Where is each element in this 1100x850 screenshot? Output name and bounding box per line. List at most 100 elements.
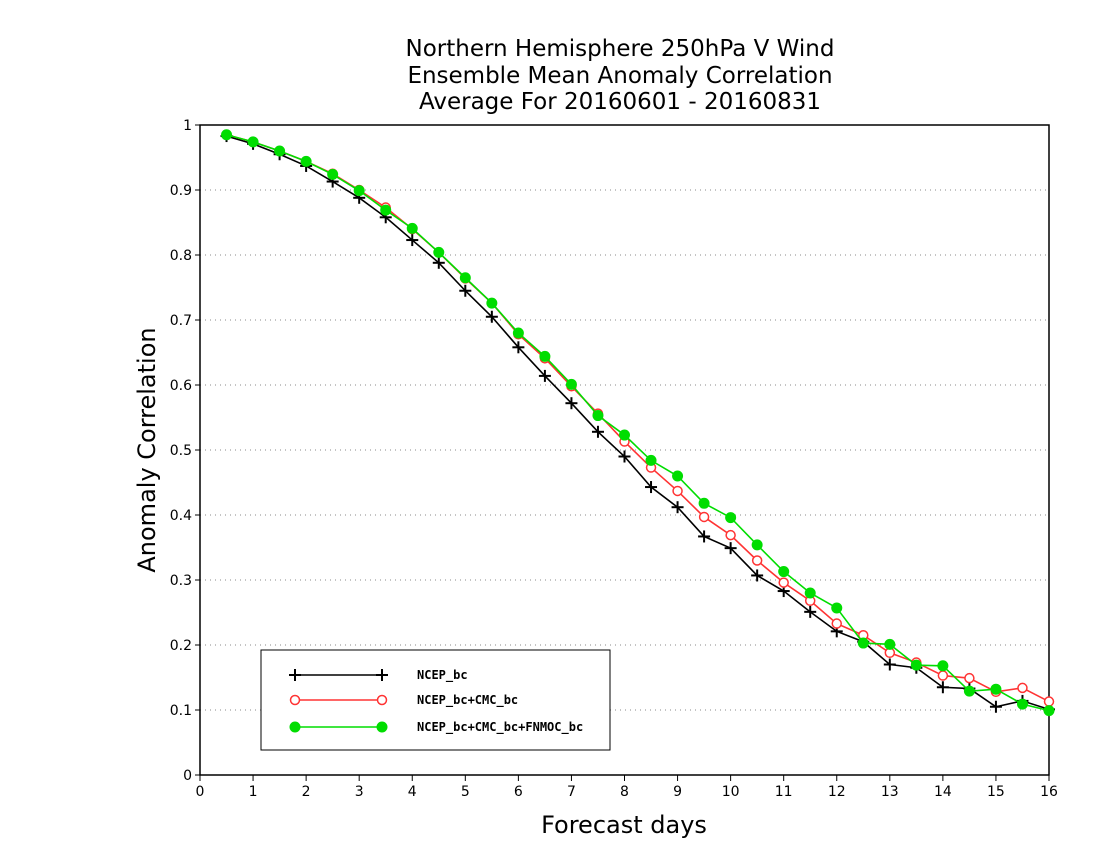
x-axis-label: Forecast days — [541, 811, 707, 839]
legend-label-0: NCEP_bc — [417, 668, 468, 683]
y-tick-label-1: 0.1 — [170, 703, 192, 719]
series-2-point-0 — [221, 129, 233, 141]
x-tick-label-8: 8 — [620, 784, 629, 800]
series-1-point-20 — [751, 555, 763, 566]
series-1 — [221, 129, 1055, 707]
series-2-point-6 — [380, 204, 392, 216]
series-0-point-15 — [618, 450, 631, 463]
legend-marker-left-0 — [289, 669, 301, 681]
legend-marker-left-1 — [289, 694, 301, 706]
x-tick-label-12: 12 — [828, 784, 846, 800]
y-tick-label-2: 0.2 — [170, 638, 192, 654]
series-2-point-17 — [672, 470, 684, 482]
y-tick-label-10: 1 — [183, 118, 192, 134]
series-0-point-22 — [804, 605, 817, 618]
y-tick-label-0: 0 — [183, 768, 192, 784]
series-0 — [220, 130, 1055, 716]
series-0-point-16 — [645, 481, 658, 494]
series-2-point-9 — [459, 272, 471, 284]
series-0-point-11 — [512, 341, 525, 354]
series-2-point-27 — [937, 660, 949, 672]
series-0-point-20 — [751, 569, 764, 582]
series-2-point-30 — [1016, 698, 1028, 710]
y-tick-label-3: 0.3 — [170, 573, 192, 589]
x-tick-label-2: 2 — [302, 784, 311, 800]
y-tick-label-5: 0.5 — [170, 443, 192, 459]
x-tick-label-3: 3 — [355, 784, 364, 800]
legend-marker-left-2 — [289, 721, 301, 733]
series-2-point-23 — [831, 602, 843, 614]
series-0-point-8 — [432, 256, 445, 269]
y-tick-label-4: 0.4 — [170, 508, 192, 524]
x-tick-label-10: 10 — [722, 784, 740, 800]
series-line-0 — [226, 135, 1050, 711]
x-tick-label-14: 14 — [934, 784, 952, 800]
series-2-point-20 — [751, 539, 763, 551]
series-2-point-1 — [247, 136, 259, 148]
series-0-point-19 — [724, 542, 737, 555]
series-2-point-10 — [486, 297, 498, 309]
series-2-point-22 — [804, 587, 816, 599]
legend: NCEP_bc NCEP_bc+CMC_bc NCEP_bc+CMC_bc+FNMO… — [260, 649, 611, 751]
x-tick-label-16: 16 — [1040, 784, 1058, 800]
series-2-point-16 — [645, 454, 657, 466]
series-layer — [220, 129, 1055, 717]
series-1-point-21 — [778, 577, 789, 588]
series-2-point-21 — [778, 566, 790, 578]
grid-lines — [200, 189, 1049, 711]
series-2-point-14 — [592, 410, 604, 422]
series-0-point-18 — [698, 530, 711, 543]
legend-marker-right-0 — [376, 669, 388, 681]
series-1-point-27 — [937, 670, 949, 681]
series-2 — [221, 129, 1055, 717]
y-tick-label-6: 0.6 — [170, 378, 192, 394]
series-2-point-2 — [274, 145, 286, 157]
x-tick-label-5: 5 — [461, 784, 470, 800]
legend-marker-right-1 — [376, 694, 388, 706]
series-1-point-17 — [672, 485, 683, 497]
chart-title-line-3: Average For 20160601 - 20160831 — [418, 89, 822, 115]
series-2-point-3 — [300, 155, 312, 167]
series-2-point-31 — [1043, 705, 1055, 717]
series-2-point-8 — [433, 246, 445, 258]
series-0-point-9 — [459, 284, 472, 297]
legend-label-1: NCEP_bc+CMC_bc — [417, 693, 518, 708]
series-2-point-7 — [406, 222, 418, 234]
series-0-point-13 — [565, 397, 578, 410]
series-2-point-26 — [910, 659, 922, 671]
x-tick-label-11: 11 — [775, 784, 793, 800]
series-2-point-25 — [884, 638, 896, 650]
y-tick-label-8: 0.8 — [170, 248, 192, 264]
y-axis-label: Anomaly Correlation — [133, 327, 161, 572]
series-2-point-13 — [565, 378, 577, 390]
series-2-point-5 — [353, 185, 365, 197]
series-line-2 — [226, 133, 1050, 712]
x-axis: 0 1 2 3 4 5 6 7 8 9 10 11 12 13 14 15 16 — [196, 775, 1058, 800]
series-2-point-4 — [327, 168, 339, 180]
series-0-point-10 — [485, 310, 498, 323]
chart-title-line-1: Northern Hemisphere 250hPa V Wind — [405, 36, 835, 62]
x-tick-label-7: 7 — [567, 784, 576, 800]
series-line-1 — [226, 133, 1050, 703]
series-1-point-31 — [1043, 696, 1055, 707]
legend-label-2: NCEP_bc+CMC_bc+FNMOC_bc — [417, 720, 583, 735]
series-0-point-17 — [671, 501, 684, 514]
x-tick-label-0: 0 — [196, 784, 205, 800]
legend-marker-right-2 — [376, 721, 388, 733]
series-0-point-14 — [591, 425, 604, 438]
series-1-point-28 — [964, 672, 975, 684]
x-tick-label-1: 1 — [249, 784, 258, 800]
series-0-point-25 — [883, 658, 896, 671]
x-tick-label-9: 9 — [673, 784, 682, 800]
series-1-point-23 — [831, 618, 842, 629]
series-2-point-28 — [963, 685, 975, 697]
series-2-point-19 — [725, 512, 737, 524]
series-0-point-12 — [538, 369, 551, 382]
series-2-point-15 — [619, 429, 630, 441]
series-2-point-24 — [857, 637, 869, 649]
series-2-point-29 — [990, 683, 1002, 695]
chart-title-line-2: Ensemble Mean Anomaly Correlation — [407, 63, 833, 89]
x-tick-label-13: 13 — [881, 784, 899, 800]
series-2-point-11 — [512, 327, 524, 339]
